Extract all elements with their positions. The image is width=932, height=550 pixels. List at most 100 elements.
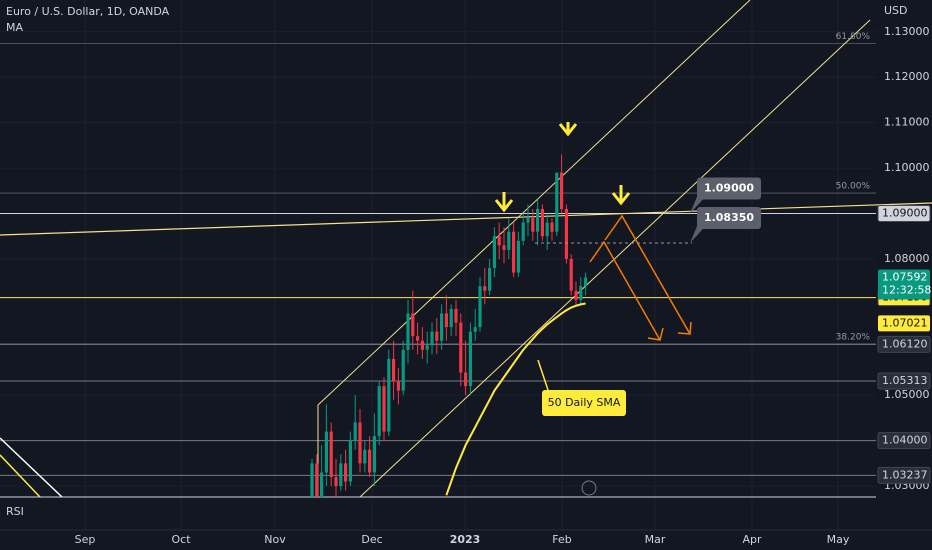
- candle-body: [497, 236, 501, 246]
- candle-body: [329, 431, 333, 478]
- callout-box: [697, 177, 761, 200]
- candle-body: [531, 218, 535, 232]
- candle-body: [449, 308, 453, 328]
- old-trend: [0, 437, 63, 498]
- candle-body: [526, 218, 530, 223]
- level-box: [877, 372, 931, 390]
- candle-body: [387, 358, 391, 432]
- candle-body: [348, 440, 352, 482]
- countdown: 12:32:58: [882, 283, 931, 296]
- candle-body: [540, 208, 544, 237]
- down-arrow: [558, 122, 578, 137]
- candle-body: [521, 222, 525, 241]
- last-price-box: [878, 269, 930, 300]
- candle-body: [416, 336, 420, 341]
- candle-body: [492, 236, 496, 269]
- candle-body: [310, 463, 314, 497]
- x-tick-label: May: [827, 533, 850, 546]
- candle-body: [550, 222, 554, 232]
- y-tick-label: 1.10000: [884, 161, 930, 174]
- currency: USD: [884, 4, 908, 17]
- candle-body: [324, 431, 328, 473]
- fib-label: 61.80%: [836, 32, 871, 42]
- candle-body: [516, 240, 520, 273]
- candle-body: [430, 331, 434, 346]
- x-tick-label: Mar: [645, 533, 666, 546]
- icon[interactable]: [581, 480, 597, 496]
- candle-body: [459, 322, 463, 373]
- candle-body: [468, 331, 472, 387]
- symbol-title: Euro / U.S. Dollar, 1D, OANDA: [6, 5, 170, 18]
- candle-body: [560, 172, 564, 209]
- x-tick-label: Nov: [264, 533, 286, 546]
- candle-body: [454, 308, 458, 323]
- candle-body: [353, 422, 357, 441]
- channel-bottom: [359, 19, 871, 498]
- candle-body: [411, 313, 415, 337]
- candle-body: [358, 422, 362, 464]
- candle-body: [320, 472, 324, 497]
- lower-pane-label: RSI: [6, 505, 24, 518]
- drawings: [0, 0, 932, 498]
- candle-body: [569, 258, 573, 291]
- candle-body: [512, 231, 516, 273]
- y-tick-label: 1.13000: [884, 25, 930, 38]
- candle-body: [420, 340, 424, 350]
- candle-body: [368, 449, 372, 473]
- candle-body: [502, 245, 506, 250]
- fib-label: 50.00%: [836, 182, 871, 192]
- arrow-head: [677, 321, 692, 335]
- sma-price-box: [878, 315, 930, 332]
- level-box: [877, 335, 931, 353]
- x-tick-label: Sep: [75, 533, 96, 546]
- level-label: 1.06120: [882, 337, 928, 350]
- candle-body: [579, 286, 583, 300]
- level-box: [877, 432, 931, 450]
- candle-body: [574, 290, 578, 300]
- candle-body: [435, 331, 439, 341]
- y-tick-label: 1.08000: [884, 252, 930, 265]
- candle-body: [377, 386, 381, 437]
- indicator-label: MA: [6, 21, 23, 34]
- callout-box: [697, 207, 761, 230]
- candle-body: [334, 477, 338, 487]
- sma-line: [445, 302, 586, 496]
- candle-body: [584, 277, 588, 287]
- y-tick-label: 1.11000: [884, 116, 930, 129]
- candle-body: [372, 436, 376, 473]
- candle-body: [396, 381, 400, 391]
- level-label: 1.09000: [882, 207, 928, 220]
- callout-pointer: [537, 359, 549, 391]
- candle-body: [425, 345, 429, 350]
- x-tick-label: Oct: [171, 533, 191, 546]
- fib-label: 38.20%: [836, 332, 871, 342]
- x-tick-label: Apr: [742, 533, 762, 546]
- candle-body: [339, 463, 343, 487]
- level-label: 1.03237: [882, 468, 928, 481]
- candle-body: [382, 386, 386, 432]
- channel-top: [317, 0, 751, 406]
- sma-callout-box: [542, 390, 626, 416]
- down-arrow: [611, 185, 631, 206]
- candle-body: [483, 286, 487, 291]
- candle-body: [473, 327, 477, 332]
- candle-body: [363, 449, 367, 464]
- candle-body: [488, 268, 492, 291]
- old-sma: [0, 454, 41, 498]
- sma-callout: 50 Daily SMA: [548, 396, 621, 409]
- level-box: [877, 205, 931, 223]
- candle-body: [507, 231, 511, 250]
- candle-body: [344, 463, 348, 482]
- x-tick-label: Feb: [552, 533, 571, 546]
- candle-body: [545, 222, 549, 237]
- level-label: 1.05313: [882, 374, 928, 387]
- candle-body: [478, 286, 482, 328]
- sma-price-label: 1.07021: [882, 316, 928, 329]
- callout-label: 1.09000: [704, 182, 754, 195]
- projection-arrow: [589, 240, 661, 341]
- candle-body: [564, 208, 568, 259]
- x-tick-label: 2023: [450, 533, 481, 546]
- candle-body: [392, 358, 396, 382]
- last-price-label: 1.07592: [882, 270, 928, 283]
